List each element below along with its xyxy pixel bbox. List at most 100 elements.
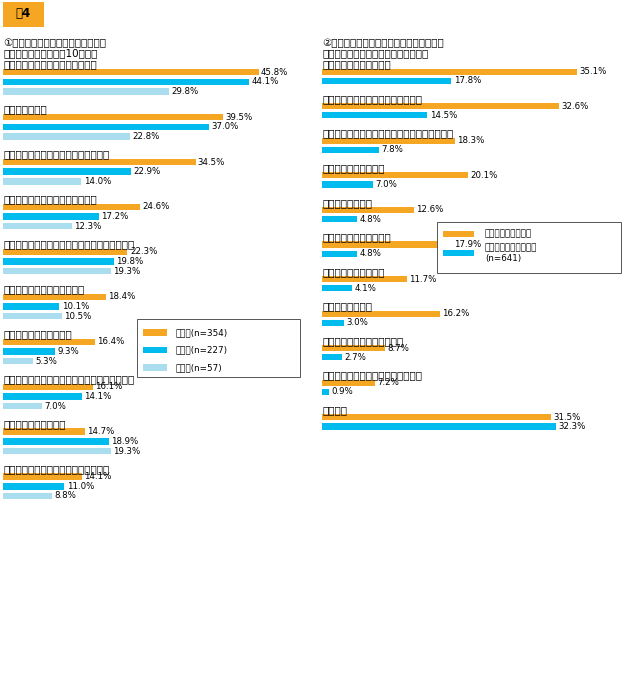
Text: 特にない: 特にない [322, 405, 348, 415]
Text: 17.8%: 17.8% [454, 76, 481, 85]
Text: 39.5%: 39.5% [226, 112, 253, 121]
Bar [3, 214, 99, 220]
Text: 借入金の個人保証の引き継ぎ: 借入金の個人保証の引き継ぎ [3, 284, 85, 294]
Bar [322, 285, 352, 291]
Bar [3, 403, 42, 409]
Text: 29.8%: 29.8% [172, 87, 199, 96]
Text: 22.8%: 22.8% [133, 132, 160, 141]
Text: 5.3%: 5.3% [35, 357, 57, 366]
Bar [3, 438, 109, 445]
Bar [322, 147, 379, 153]
Bar [322, 78, 451, 84]
Text: 役員・従業員からの支持: 役員・従業員からの支持 [3, 329, 72, 339]
Bar [3, 88, 169, 94]
Text: 16.2%: 16.2% [442, 309, 470, 318]
Text: 借入金の返済・資金繰りに対するプレッシャー: 借入金の返済・資金繰りに対するプレッシャー [3, 239, 135, 249]
Text: 業績維持・向上に対するプレッシャー: 業績維持・向上に対するプレッシャー [3, 149, 109, 160]
Text: 取引先や金融機関など外部からの支持: 取引先や金融機関など外部からの支持 [3, 464, 109, 474]
Text: 7.2%: 7.2% [377, 378, 399, 387]
Bar [322, 242, 452, 248]
Text: 44.1%: 44.1% [252, 77, 279, 86]
Text: 実務経験の不足: 実務経験の不足 [3, 104, 47, 115]
Bar [3, 448, 111, 455]
Text: 12.3%: 12.3% [74, 222, 102, 231]
Text: でいるもの・最も有効だと思うもの: でいるもの・最も有効だと思うもの [322, 49, 428, 58]
Bar [322, 389, 329, 395]
Bar [322, 216, 357, 222]
Bar [3, 223, 72, 230]
Bar [3, 159, 195, 165]
Bar [3, 294, 106, 300]
Bar [444, 230, 474, 237]
Text: 8.7%: 8.7% [387, 344, 410, 353]
Text: 32.3%: 32.3% [559, 422, 586, 431]
Text: 19.3%: 19.3% [113, 446, 140, 455]
Text: 7.0%: 7.0% [375, 180, 398, 189]
Text: 取り組んでいるもの: 取り組んでいるもの [485, 229, 532, 238]
Text: 22.9%: 22.9% [133, 167, 161, 176]
Bar [322, 172, 468, 178]
Text: 9.3%: 9.3% [58, 347, 79, 356]
Bar [3, 348, 55, 355]
Text: 17.9%: 17.9% [454, 240, 482, 249]
Text: ②後継決定者が事業を継ぐために取り組ん: ②後継決定者が事業を継ぐために取り組ん [322, 38, 444, 48]
Text: 10.1%: 10.1% [62, 302, 89, 311]
Text: 8.8%: 8.8% [54, 491, 76, 500]
Bar [3, 483, 64, 489]
Bar [322, 137, 455, 144]
Text: 34.5%: 34.5% [198, 158, 225, 167]
Text: 地域との関係性構築（同業者との付き合い等）: 地域との関係性構築（同業者との付き合い等） [3, 374, 135, 384]
Text: 自分の経営者としての資質の不足: 自分の経営者としての資質の不足 [3, 60, 97, 69]
Text: 事業内での勤務（経営）: 事業内での勤務（経営） [322, 60, 391, 69]
Bar [322, 320, 344, 326]
Bar [437, 222, 621, 273]
Text: 拡大型(n=354): 拡大型(n=354) [175, 328, 228, 337]
Text: 最も有効だと思うもの
(n=641): 最も有効だと思うもの (n=641) [485, 244, 537, 263]
Bar [444, 250, 474, 256]
Bar [3, 268, 111, 274]
Text: 45.8%: 45.8% [261, 67, 288, 76]
Text: 14.1%: 14.1% [84, 392, 111, 401]
Text: 2.7%: 2.7% [344, 353, 366, 362]
Text: 4.8%: 4.8% [360, 249, 381, 258]
Text: 11.7%: 11.7% [410, 275, 437, 284]
Text: 維持型(n=227): 維持型(n=227) [175, 346, 228, 355]
Bar [3, 69, 258, 76]
Text: 雇用の維持に対するプレッシャー: 雇用の維持に対するプレッシャー [3, 194, 97, 204]
Bar [322, 311, 440, 316]
Text: 20.1%: 20.1% [470, 171, 497, 180]
Text: 11.0%: 11.0% [67, 482, 94, 491]
Text: 18.3%: 18.3% [458, 136, 485, 145]
Bar [322, 207, 414, 213]
Bar [322, 423, 556, 430]
Text: 10.5%: 10.5% [64, 312, 92, 321]
Bar [3, 384, 93, 390]
Bar [322, 414, 550, 421]
Bar [322, 355, 342, 360]
Text: 現経営者との事業承継に向けた計画の話し合い: 現経営者との事業承継に向けた計画の話し合い [322, 128, 454, 139]
Text: 22.3%: 22.3% [130, 248, 157, 256]
Bar [3, 258, 114, 265]
Text: 取引先への顔見せ: 取引先への顔見せ [322, 301, 372, 312]
Bar [3, 78, 249, 85]
Text: 事業に関連する学校への通学: 事業に関連する学校への通学 [322, 336, 404, 346]
Bar [3, 133, 130, 139]
Text: 事業内での勤務（技術・ノウハウ）: 事業内での勤務（技術・ノウハウ） [322, 94, 422, 104]
Text: 縮小型(n=57): 縮小型(n=57) [175, 363, 222, 372]
Bar [3, 493, 52, 499]
Bar [137, 319, 300, 377]
Bar [143, 347, 167, 353]
Bar [3, 473, 82, 480]
Text: 35.1%: 35.1% [579, 67, 607, 76]
Text: 図4: 図4 [15, 8, 31, 21]
Text: 同業者の集まりへの参加: 同業者の集まりへの参加 [322, 232, 391, 242]
Text: 32.6%: 32.6% [561, 102, 588, 111]
Bar [3, 2, 44, 27]
Text: 31.5%: 31.5% [553, 413, 580, 422]
Bar [322, 112, 427, 119]
Text: 18.9%: 18.9% [111, 437, 138, 446]
Text: 14.7%: 14.7% [87, 428, 115, 437]
Bar [322, 181, 373, 187]
Bar [3, 248, 128, 255]
Bar [3, 339, 95, 345]
